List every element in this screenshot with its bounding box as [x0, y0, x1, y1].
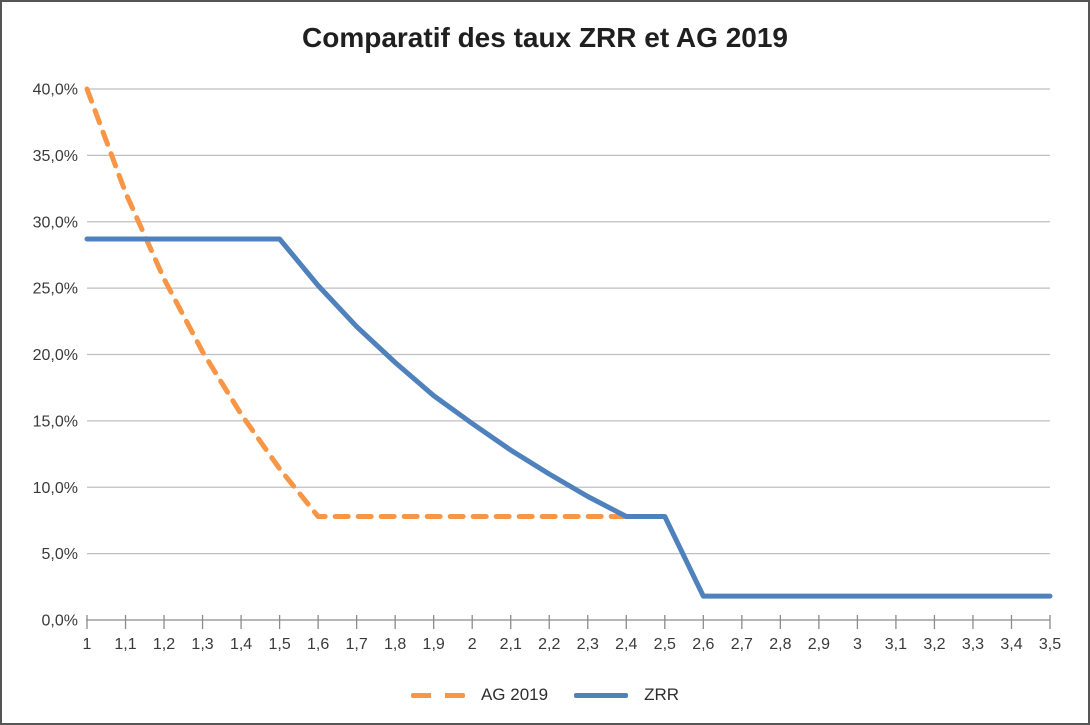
y-axis-tick-label: 10,0%	[33, 480, 78, 497]
x-axis-tick-label: 1,6	[307, 636, 329, 653]
chart-title: Comparatif des taux ZRR et AG 2019	[302, 22, 788, 53]
x-axis-tick-label: 3,3	[962, 636, 984, 653]
x-axis-tick-label: 2,7	[731, 636, 753, 653]
x-axis-tick-label: 2,2	[538, 636, 560, 653]
y-axis-tick-label: 20,0%	[33, 347, 78, 364]
x-axis-tick-label: 1,9	[423, 636, 445, 653]
y-axis-tick-label: 0,0%	[42, 613, 78, 630]
x-axis-tick-label: 3,5	[1039, 636, 1061, 653]
y-axis-tick-label: 25,0%	[33, 281, 78, 298]
x-axis-tick-label: 2,4	[615, 636, 637, 653]
x-axis-tick-label: 2,5	[654, 636, 676, 653]
y-axis-tick-label: 15,0%	[33, 413, 78, 430]
x-axis-tick-label: 2	[468, 636, 477, 653]
x-axis-tick-label: 1,5	[268, 636, 290, 653]
y-axis-tick-label: 5,0%	[42, 546, 78, 563]
x-axis-tick-label: 3,2	[923, 636, 945, 653]
x-axis-tick-label: 3,1	[885, 636, 907, 653]
x-axis-tick-label: 1,3	[191, 636, 213, 653]
legend-item-zrr: ZRR	[574, 685, 679, 705]
legend-solid-line-sample	[574, 692, 629, 698]
series-line-ag-2019	[84, 86, 629, 519]
x-axis-tick-label: 1,8	[384, 636, 406, 653]
x-axis-tick-label: 2,1	[500, 636, 522, 653]
x-axis-tick-label: 2,6	[692, 636, 714, 653]
legend-dashed-line-sample	[410, 692, 465, 698]
legend-label-ag-2019: AG 2019	[480, 685, 549, 704]
x-axis-tick-label: 2,3	[577, 636, 599, 653]
x-axis-tick-label: 2,8	[769, 636, 791, 653]
x-axis-tick-label: 3	[853, 636, 862, 653]
series-line-zrr	[84, 236, 1053, 599]
x-axis-tick-label: 2,9	[808, 636, 830, 653]
legend-item-ag-2019: AG 2019	[410, 685, 549, 705]
x-axis-tick-label: 3,4	[1000, 636, 1022, 653]
y-axis-tick-label: 40,0%	[33, 82, 78, 99]
x-axis-tick-label: 1,1	[114, 636, 136, 653]
x-axis-tick-label: 1,2	[153, 636, 175, 653]
legend-label-zrr: ZRR	[644, 685, 680, 704]
y-axis-tick-label: 35,0%	[33, 148, 78, 165]
x-axis-tick-label: 1,7	[346, 636, 368, 653]
y-axis-tick-label: 30,0%	[33, 214, 78, 231]
x-axis-tick-label: 1,4	[230, 636, 252, 653]
legend: AG 2019 ZRR	[2, 683, 1088, 707]
x-axis-tick-label: 1	[83, 636, 92, 653]
